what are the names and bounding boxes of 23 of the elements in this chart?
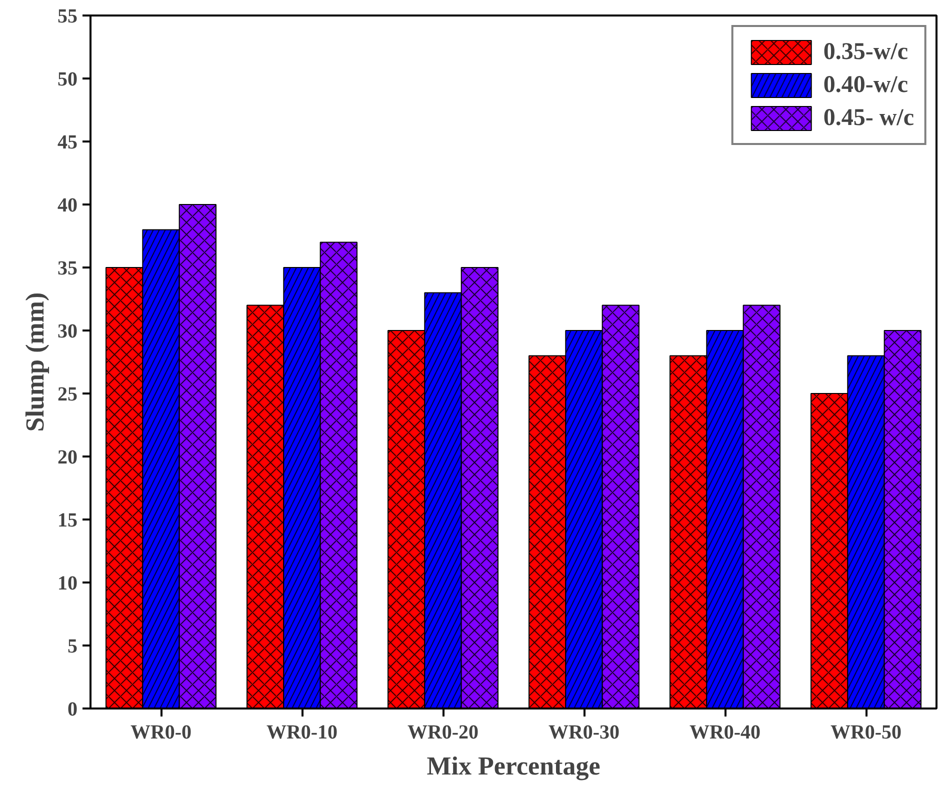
- y-tick-label: 45: [58, 132, 78, 154]
- y-tick-label: 5: [68, 636, 78, 658]
- y-tick-label: 10: [58, 572, 78, 594]
- x-tick-label: WR0-20: [407, 722, 479, 744]
- x-tick-label: WR0-30: [548, 722, 620, 744]
- y-tick-label: 35: [58, 258, 78, 280]
- y-tick-label: 40: [58, 194, 78, 216]
- x-tick-label: WR0-10: [266, 722, 338, 744]
- y-tick-label: 0: [68, 698, 78, 720]
- y-tick-label: 50: [58, 68, 78, 90]
- legend-label: 0.40-w/c: [823, 72, 908, 98]
- y-tick-label: 30: [58, 320, 78, 342]
- legend-label: 0.35-w/c: [823, 38, 908, 66]
- x-axis-title: Mix Percentage: [426, 752, 600, 780]
- x-tick-label: WR0-40: [689, 722, 761, 744]
- x-tick-label: WR0-0: [130, 722, 192, 744]
- x-tick-label: WR0-50: [830, 722, 902, 744]
- legend-label: 0.45- w/c: [823, 104, 914, 132]
- y-tick-label: 15: [58, 510, 78, 532]
- y-tick-label: 55: [58, 6, 78, 28]
- y-axis-title: Slump (mm): [20, 292, 50, 432]
- y-tick-label: 25: [58, 384, 78, 406]
- y-tick-label: 20: [58, 446, 78, 468]
